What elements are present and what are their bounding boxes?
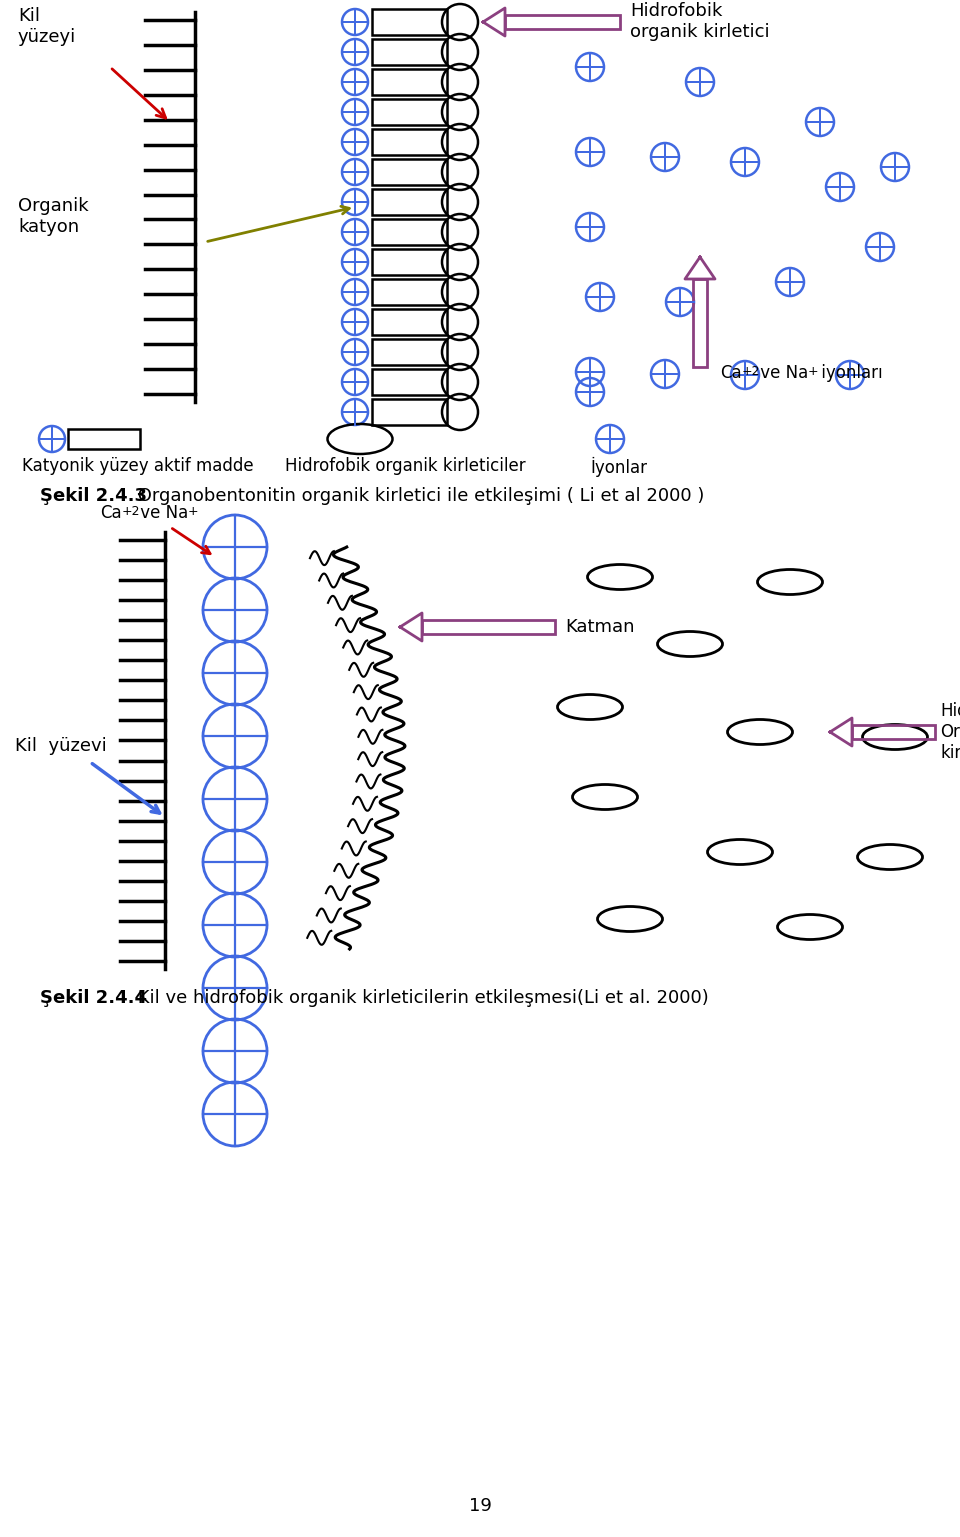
Bar	[372, 218, 447, 244]
Text: Hidrofobik
Organik
kirleticiler: Hidrofobik Organik kirleticiler	[940, 702, 960, 762]
Text: Hidrofobik organik kirleticiler: Hidrofobik organik kirleticiler	[285, 456, 526, 475]
Bar	[68, 429, 140, 449]
Bar	[505, 15, 620, 29]
Bar	[372, 400, 447, 426]
Text: +2: +2	[742, 364, 760, 378]
Text: Şekil 2.4.4: Şekil 2.4.4	[40, 988, 147, 1007]
Bar	[422, 619, 555, 633]
Bar	[372, 98, 447, 124]
Bar	[852, 725, 935, 739]
Bar	[372, 249, 447, 275]
Text: +2: +2	[122, 506, 140, 518]
Bar	[693, 280, 707, 367]
Text: ve Na: ve Na	[755, 364, 808, 383]
Text: +: +	[188, 506, 199, 518]
Bar	[372, 340, 447, 364]
Text: Ca: Ca	[100, 504, 122, 523]
Text: Hidrofobik
organik kirletici: Hidrofobik organik kirletici	[630, 2, 770, 41]
Bar	[372, 69, 447, 95]
Text: İyonlar: İyonlar	[590, 456, 647, 476]
Bar	[372, 309, 447, 335]
Text: iyonları: iyonları	[816, 364, 882, 383]
Text: +: +	[808, 364, 819, 378]
Text: 19: 19	[468, 1497, 492, 1515]
Bar	[372, 189, 447, 215]
Bar	[372, 9, 447, 35]
Text: Kil  yüzevi: Kil yüzevi	[15, 738, 107, 755]
Text: Kil
yüzeyi: Kil yüzeyi	[18, 8, 76, 46]
Bar	[372, 158, 447, 184]
Bar	[372, 369, 447, 395]
Text: ve Na: ve Na	[135, 504, 188, 523]
Text: Şekil 2.4.3: Şekil 2.4.3	[40, 487, 147, 506]
Text: Organobentonitin organik kirletici ile etkileşimi ( Li et al 2000 ): Organobentonitin organik kirletici ile e…	[132, 487, 705, 506]
Bar	[372, 129, 447, 155]
Text: Katyonik yüzey aktif madde: Katyonik yüzey aktif madde	[22, 456, 253, 475]
Text: Katman: Katman	[565, 618, 635, 636]
Text: Organik
katyon: Organik katyon	[18, 197, 88, 235]
Text: Kil ve hidrofobik organik kirleticilerin etkileşmesi(Li et al. 2000): Kil ve hidrofobik organik kirleticilerin…	[132, 988, 708, 1007]
Bar	[372, 280, 447, 304]
Text: Ca: Ca	[720, 364, 742, 383]
Bar	[372, 38, 447, 65]
